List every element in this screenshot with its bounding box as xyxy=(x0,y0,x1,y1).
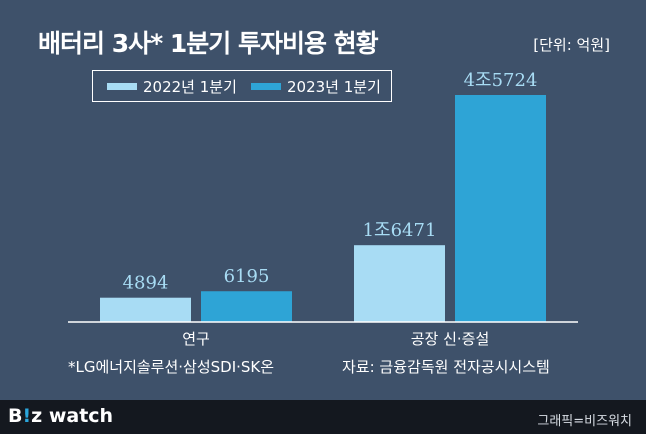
legend-label-2023: 2023년 1분기 xyxy=(287,77,381,96)
bar-0-1 xyxy=(201,291,292,322)
bar-1-1 xyxy=(455,95,546,322)
footer-bar: B!z watch 그래픽=비즈워치 xyxy=(0,400,646,434)
chart-legend: 2022년 1분기 2023년 1분기 xyxy=(92,70,392,102)
legend-item-2022: 2022년 1분기 xyxy=(107,71,237,101)
bizwatch-logo: B!z watch xyxy=(8,405,114,427)
legend-item-2023: 2023년 1분기 xyxy=(251,71,381,101)
bar-value-label-1-0: 1조6471 xyxy=(363,220,437,241)
bar-0-0 xyxy=(100,297,191,322)
graphic-credit: 그래픽=비즈워치 xyxy=(537,414,632,429)
legend-swatch-2022 xyxy=(107,82,137,90)
legend-swatch-2023 xyxy=(251,82,281,90)
bar-value-label-0-0: 4894 xyxy=(123,273,169,294)
unit-label: [단위: 억원] xyxy=(533,36,610,54)
chart-title: 배터리 3사* 1분기 투자비용 현황 xyxy=(38,29,379,58)
legend-label-2022: 2022년 1분기 xyxy=(143,77,237,96)
source-note: 자료: 금융감독원 전자공시시스템 xyxy=(342,358,550,376)
category-label-1: 공장 신·증설 xyxy=(411,330,490,348)
bar-value-label-1-1: 4조5724 xyxy=(464,70,538,91)
footnote: *LG에너지솔루션·삼성SDI·SK온 xyxy=(68,358,275,376)
bar-value-label-0-1: 6195 xyxy=(224,266,270,287)
category-label-0: 연구 xyxy=(182,330,210,348)
bar-chart: 4894 6195 연구 1조6471 4조5724 공장 신·증설 xyxy=(68,70,578,348)
bar-1-0 xyxy=(354,245,445,322)
